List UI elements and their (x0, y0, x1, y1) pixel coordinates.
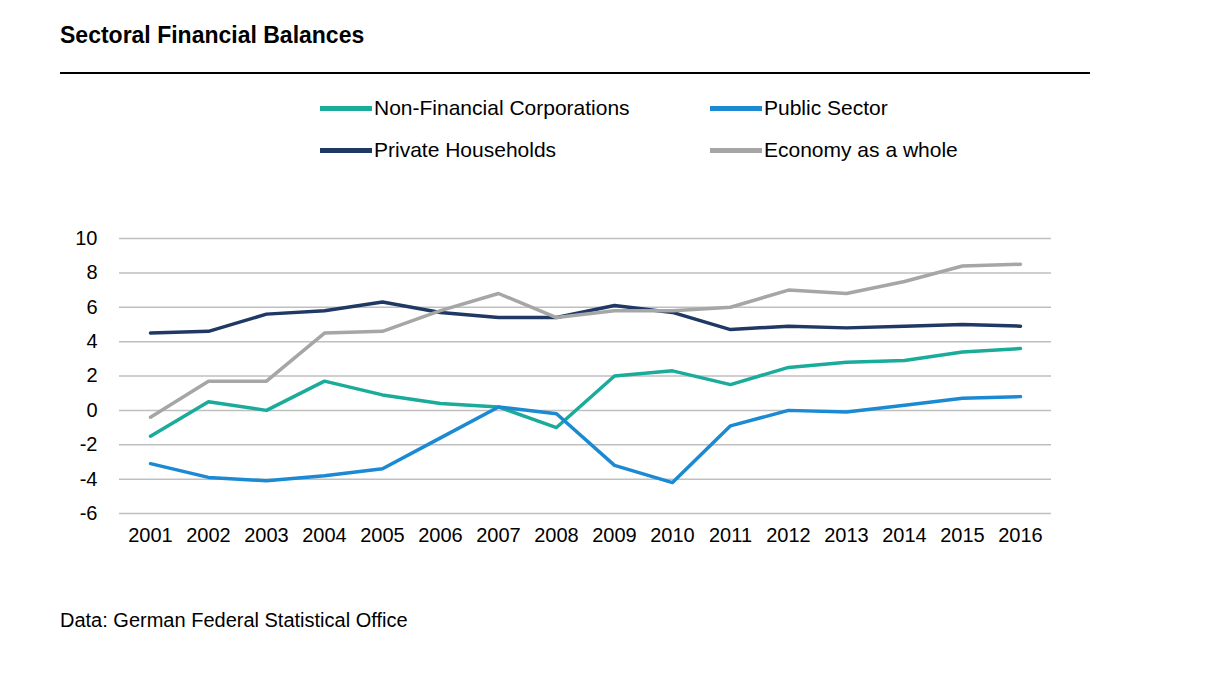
svg-text:0: 0 (86, 399, 97, 421)
svg-text:2013: 2013 (824, 524, 869, 546)
svg-text:6: 6 (86, 296, 97, 318)
svg-text:10: 10 (75, 227, 97, 249)
html-text:Non-Financial Corporations: Non-Financial Corporations (374, 96, 630, 119)
svg-text:8: 8 (86, 261, 97, 283)
svg-text:2001: 2001 (128, 524, 173, 546)
svg-text:2007: 2007 (476, 524, 521, 546)
html-text:Sectoral Financial Balances: Sectoral Financial Balances (60, 22, 365, 48)
svg-text:-4: -4 (80, 468, 98, 490)
html-text:Economy as a whole: Economy as a whole (764, 138, 958, 161)
svg-text:2006: 2006 (418, 524, 463, 546)
svg-text:2014: 2014 (882, 524, 927, 546)
svg-text:2011: 2011 (709, 524, 752, 546)
svg-text:2015: 2015 (940, 524, 985, 546)
svg-text:2012: 2012 (766, 524, 811, 546)
svg-text:2009: 2009 (592, 524, 637, 546)
svg-text:2004: 2004 (302, 524, 347, 546)
svg-text:-2: -2 (80, 433, 98, 455)
svg-text:2002: 2002 (186, 524, 231, 546)
html-text:Data: German Federal Statistic: Data: German Federal Statistical Office (60, 609, 408, 631)
svg-text:2003: 2003 (244, 524, 289, 546)
svg-text:-6: -6 (80, 502, 98, 524)
svg-text:2008: 2008 (534, 524, 579, 546)
svg-text:2010: 2010 (650, 524, 695, 546)
svg-text:4: 4 (86, 330, 97, 352)
html-text:Public Sector: Public Sector (764, 96, 888, 119)
html-text:Private Households: Private Households (374, 138, 557, 161)
svg-text:2016: 2016 (998, 524, 1043, 546)
svg-text:2: 2 (86, 364, 97, 386)
svg-text:2005: 2005 (360, 524, 405, 546)
